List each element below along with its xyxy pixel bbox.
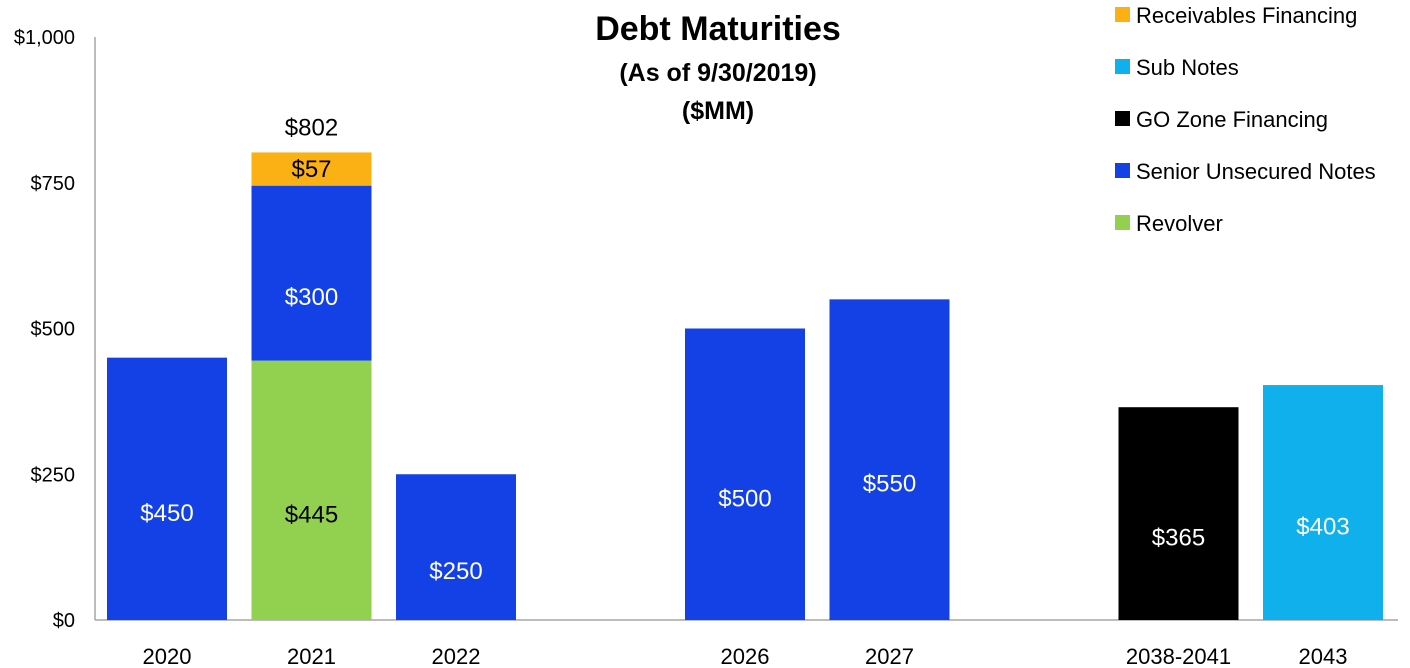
data-label: $250 [429,558,482,585]
x-tick-label: 2038-2041 [1126,644,1231,668]
y-tick-label: $1,000 [14,27,75,49]
bar-segment [1118,407,1239,620]
y-tick-label: $750 [31,173,76,195]
legend-swatch [1115,111,1130,126]
y-tick-label: $250 [31,464,76,486]
chart-title: Debt Maturities [595,10,841,48]
bar-segment [685,328,805,620]
x-tick-label: 2027 [865,644,914,668]
legend-swatch [1115,7,1130,22]
total-label: $802 [285,114,338,141]
bars: $450 $445 $300 $57 $802 $250 $500 $550 $365 $403 [107,114,1383,620]
bar-segment [829,299,950,620]
data-label: $445 [285,501,338,528]
legend-entry: Revolver [1136,211,1223,236]
data-label: $300 [285,284,338,311]
data-label: $450 [140,500,193,527]
legend-entry: Sub Notes [1136,55,1239,80]
bar-segment [251,152,372,186]
data-label: $365 [1152,525,1205,552]
legend-swatch [1115,59,1130,74]
y-tick-label: $0 [53,610,75,632]
x-tick-label: 2022 [432,644,481,668]
x-tick-label: 2026 [721,644,770,668]
bar-segment [1263,385,1383,620]
y-tick-label: $500 [31,319,76,341]
data-label: $57 [291,156,331,183]
x-tick-label: 2043 [1299,644,1348,668]
bar-segment [396,474,516,620]
chart-subtitle-units: ($MM) [682,97,754,125]
x-tick-label: 2021 [287,644,336,668]
legend-entry: GO Zone Financing [1136,107,1328,132]
bar-segment [251,185,372,361]
data-label: $500 [718,485,771,512]
data-label: $550 [863,471,916,498]
legend-entry: Senior Unsecured Notes [1136,159,1376,184]
legend-swatch [1115,163,1130,178]
data-label: $403 [1296,514,1349,541]
axes: $0 $250 $500 $750 $1,000 2020 2021 2022 2026 2027… [14,27,1398,668]
bar-segment [251,360,372,620]
x-tick-label: 2020 [143,644,192,668]
bar-segment [107,357,227,620]
legend: Receivables Financing Sub Notes GO Zone Fi… [1115,3,1376,236]
legend-entry: Receivables Financing [1136,3,1357,28]
chart-subtitle-date: (As of 9/30/2019) [619,59,816,87]
legend-swatch [1115,215,1130,230]
